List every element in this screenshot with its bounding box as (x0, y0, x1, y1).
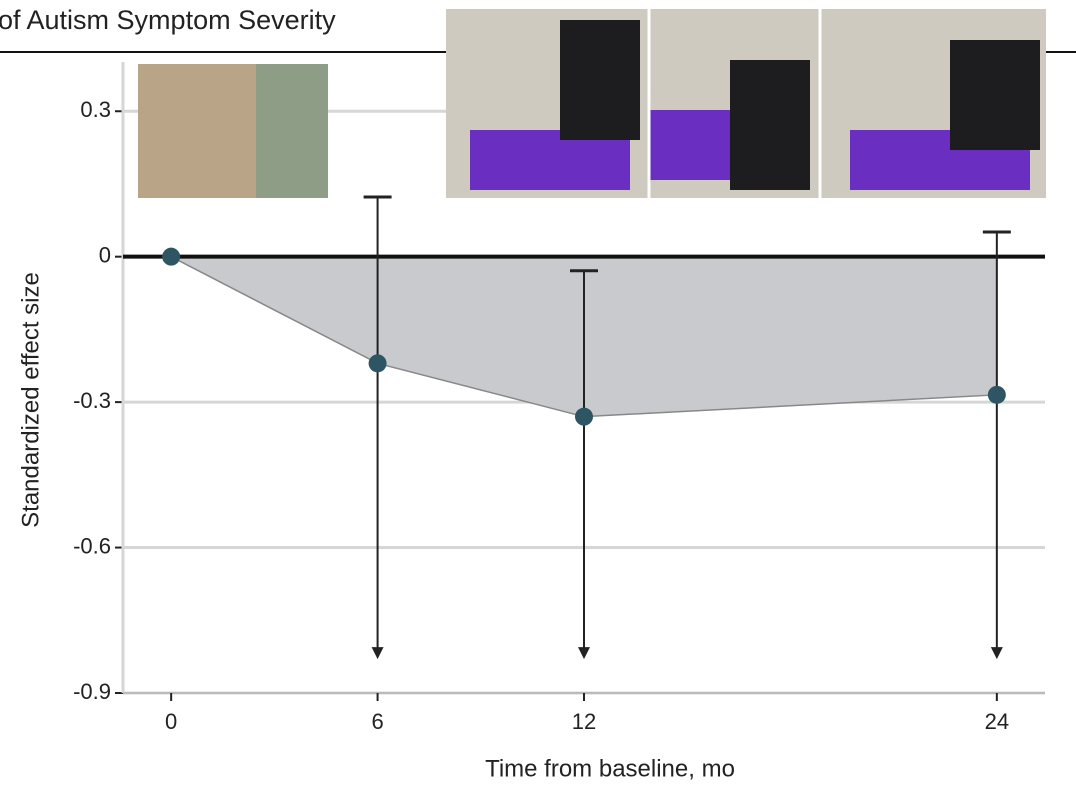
data-point (369, 354, 387, 372)
y-tick-label: -0.6 (73, 533, 111, 558)
photo (950, 40, 1040, 150)
photo (138, 64, 256, 198)
error-arrow (372, 647, 384, 659)
chart-title: of Autism Symptom Severity (0, 5, 336, 35)
y-tick-label: 0 (99, 242, 111, 267)
photo (730, 60, 810, 190)
x-axis-label: Time from baseline, mo (485, 755, 735, 782)
photos (138, 9, 1046, 198)
error-arrow (578, 647, 590, 659)
data-point (162, 248, 180, 266)
x-tick-label: 6 (371, 709, 383, 734)
y-axis-label: Standardized effect size (17, 272, 44, 528)
y-tick-label: -0.3 (73, 388, 111, 413)
chart: of Autism Symptom Severity Time from bas… (0, 0, 1076, 792)
x-tick-label: 24 (985, 709, 1009, 734)
data-point (988, 386, 1006, 404)
error-arrow (991, 647, 1003, 659)
x-tick-label: 0 (165, 709, 177, 734)
data-point (575, 408, 593, 426)
y-tick-label: 0.3 (80, 97, 111, 122)
photo (560, 20, 640, 140)
y-tick-label: -0.9 (73, 679, 111, 704)
x-tick-label: 12 (572, 709, 596, 734)
